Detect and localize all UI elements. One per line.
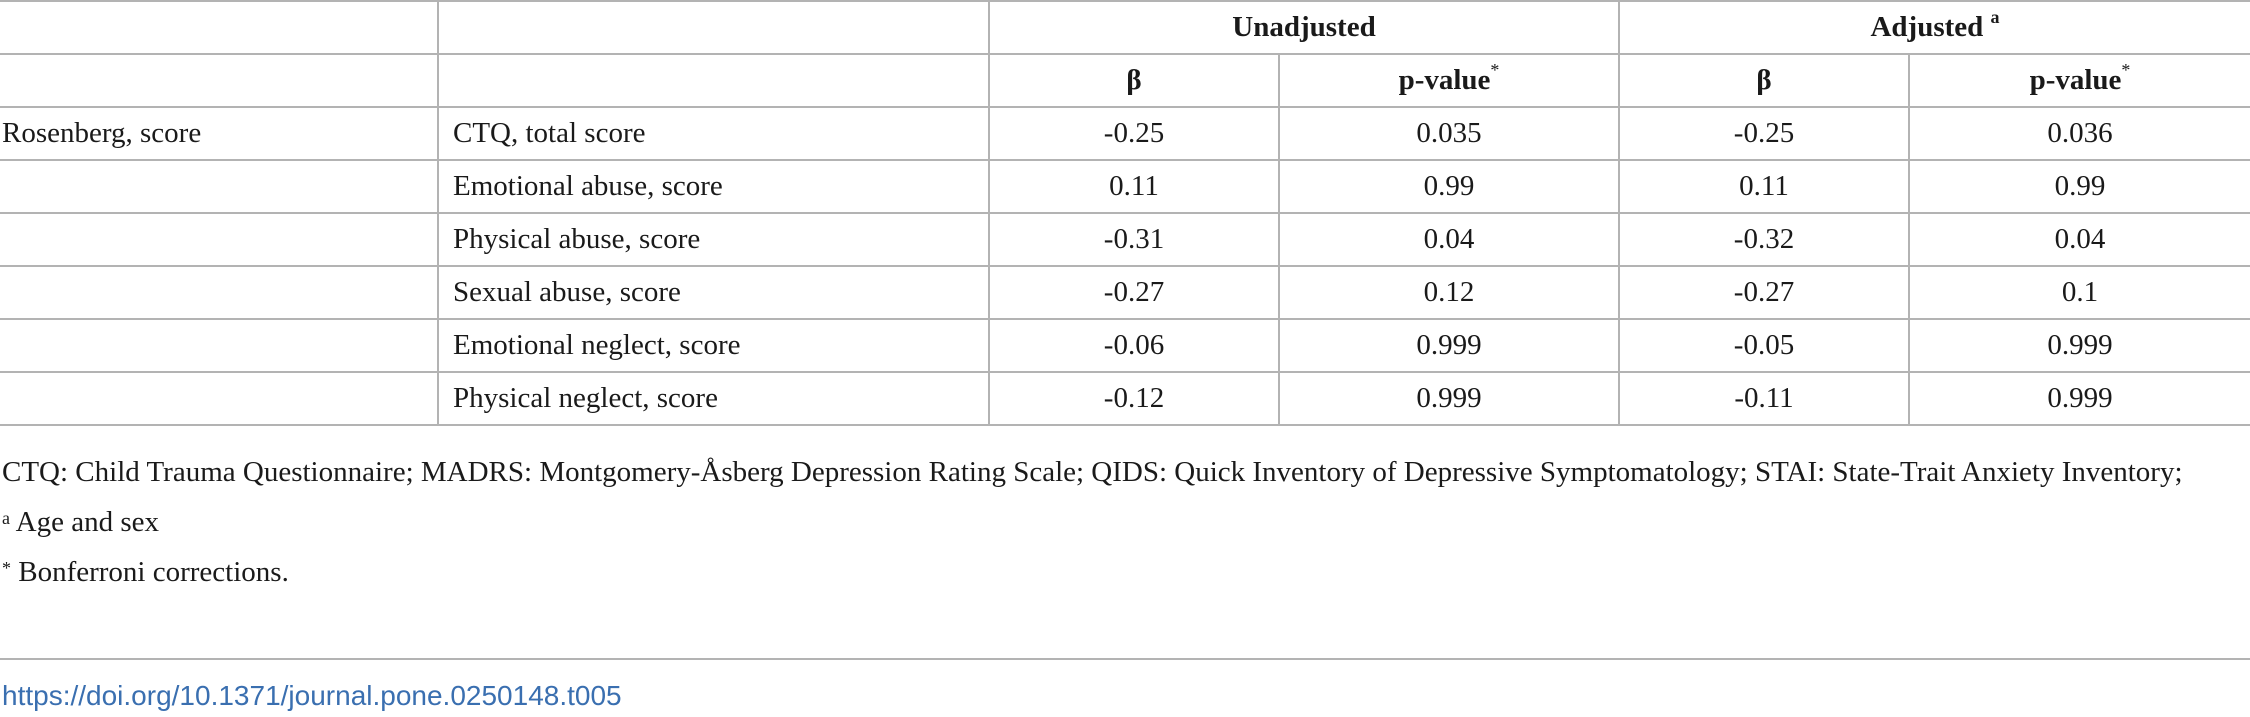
col-beta-unadjusted: β xyxy=(988,53,1279,107)
beta-adjusted: 0.11 xyxy=(1618,159,1909,213)
table-footnotes: CTQ: Child Trauma Questionnaire; MADRS: … xyxy=(2,447,2242,597)
footer-divider xyxy=(0,658,2250,660)
beta-adjusted: -0.27 xyxy=(1618,265,1909,319)
table-row: Emotional abuse, score 0.11 0.99 0.11 0.… xyxy=(0,159,2250,213)
beta-adjusted: -0.25 xyxy=(1618,106,1909,160)
predictor-label: Physical abuse, score xyxy=(437,212,989,266)
footnote-star: * Bonferroni corrections. xyxy=(2,556,289,588)
abbreviations-note: CTQ: Child Trauma Questionnaire; MADRS: … xyxy=(2,456,2183,488)
table-row: Sexual abuse, score -0.27 0.12 -0.27 0.1 xyxy=(0,265,2250,319)
table-row: Rosenberg, score CTQ, total score -0.25 … xyxy=(0,106,2250,160)
beta-unadjusted: -0.12 xyxy=(988,371,1279,426)
pvalue-adjusted: 0.99 xyxy=(1908,159,2250,213)
predictor-label: Emotional neglect, score xyxy=(437,318,989,372)
beta-adjusted: -0.32 xyxy=(1618,212,1909,266)
table-row: Emotional neglect, score -0.06 0.999 -0.… xyxy=(0,318,2250,372)
pvalue-adjusted: 0.1 xyxy=(1908,265,2250,319)
table-row: Physical neglect, score -0.12 0.999 -0.1… xyxy=(0,371,2250,426)
pvalue-adjusted: 0.999 xyxy=(1908,371,2250,426)
results-table: Unadjusted Adjusted a β p-value* β p-val… xyxy=(0,0,2250,426)
group-header-row: Unadjusted Adjusted a xyxy=(0,0,2250,54)
pvalue-unadjusted: 0.999 xyxy=(1278,371,1619,426)
beta-unadjusted: 0.11 xyxy=(988,159,1279,213)
group-adjusted: Adjusted a xyxy=(1618,0,2250,54)
doi-link[interactable]: https://doi.org/10.1371/journal.pone.025… xyxy=(2,680,622,711)
beta-unadjusted: -0.25 xyxy=(988,106,1279,160)
pvalue-unadjusted: 0.999 xyxy=(1278,318,1619,372)
pvalue-unadjusted: 0.035 xyxy=(1278,106,1619,160)
col-pvalue-adjusted: p-value* xyxy=(1908,53,2250,107)
beta-unadjusted: -0.31 xyxy=(988,212,1279,266)
pvalue-adjusted: 0.04 xyxy=(1908,212,2250,266)
outcome-label: Rosenberg, score xyxy=(0,106,438,160)
beta-unadjusted: -0.27 xyxy=(988,265,1279,319)
beta-adjusted: -0.05 xyxy=(1618,318,1909,372)
column-header-row: β p-value* β p-value* xyxy=(0,53,2250,107)
footnote-a: a Age and sex xyxy=(2,506,159,538)
predictor-label: Physical neglect, score xyxy=(437,371,989,426)
pvalue-unadjusted: 0.04 xyxy=(1278,212,1619,266)
pvalue-adjusted: 0.036 xyxy=(1908,106,2250,160)
pvalue-unadjusted: 0.12 xyxy=(1278,265,1619,319)
predictor-label: CTQ, total score xyxy=(437,106,989,160)
pvalue-adjusted: 0.999 xyxy=(1908,318,2250,372)
predictor-label: Emotional abuse, score xyxy=(437,159,989,213)
group-unadjusted: Unadjusted xyxy=(988,0,1619,54)
beta-unadjusted: -0.06 xyxy=(988,318,1279,372)
col-beta-adjusted: β xyxy=(1618,53,1909,107)
pvalue-unadjusted: 0.99 xyxy=(1278,159,1619,213)
predictor-label: Sexual abuse, score xyxy=(437,265,989,319)
col-pvalue-unadjusted: p-value* xyxy=(1278,53,1619,107)
beta-adjusted: -0.11 xyxy=(1618,371,1909,426)
table-row: Physical abuse, score -0.31 0.04 -0.32 0… xyxy=(0,212,2250,266)
